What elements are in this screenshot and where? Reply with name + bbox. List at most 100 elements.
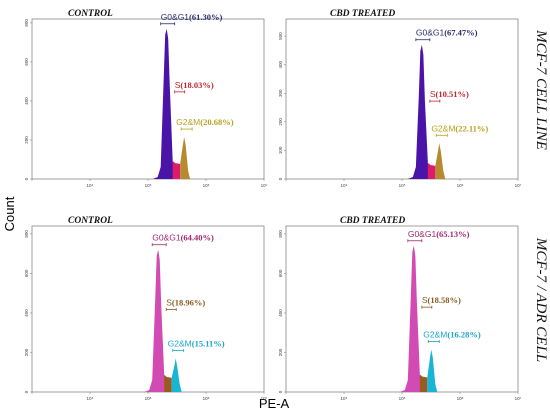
y-tick-label: 0: [24, 177, 29, 180]
y-tick-label: 800: [24, 19, 29, 27]
x-tick-label: 10⁴: [341, 396, 348, 401]
gate-s: S(18.03%): [174, 80, 214, 94]
gate-g0g1: G0&G1(67.47%): [415, 28, 478, 42]
gate-label-s: S(18.03%): [175, 80, 214, 90]
phase-value-g2m: (16.28%): [447, 330, 480, 340]
gate-s: S(18.58%): [421, 295, 461, 309]
y-tick-label: 400: [24, 97, 29, 105]
x-tick-label: 10⁷: [261, 183, 268, 188]
x-ticks: 10⁴ 10⁵ 10⁶ 10⁷: [31, 392, 268, 401]
s-phase-area: [419, 374, 428, 392]
panel-title: CBD TREATED: [340, 216, 405, 226]
plot-frame: [285, 18, 519, 180]
y-tick-label: 0: [24, 390, 29, 393]
x-tick-label: 10⁴: [87, 396, 94, 401]
gate-label-g0g1: G0&G1(61.30%): [161, 12, 223, 22]
y-tick-label: 500: [278, 32, 283, 40]
gate-label-g2m: G2&M(22.11%): [431, 123, 488, 133]
phase-name-g2m: G2&M: [168, 338, 192, 348]
y-ticks: 0 200 400 600 800: [24, 19, 32, 180]
phase-name-s: S: [175, 80, 181, 90]
phase-name-s: S: [430, 89, 436, 99]
phase-value-g0g1: (65.13%): [436, 229, 469, 239]
g2m-peak: [171, 358, 182, 392]
g0g1-peak: [152, 28, 175, 179]
phase-value-s: (10.51%): [436, 89, 469, 99]
y-axis-label: Count: [2, 196, 17, 231]
phase-value-s: (18.96%): [172, 297, 205, 307]
y-tick-label: 200: [24, 348, 29, 356]
y-tick-label: 0: [278, 177, 283, 180]
phase-value-g2m: (22.11%): [455, 123, 488, 133]
y-ticks: 0 200 400 600 800: [24, 230, 32, 393]
panel-title: CONTROL: [68, 9, 113, 19]
panel-mcf7-adr-control: 0 200 400 600 800 10⁴ 10⁵ 10⁶ 10⁷ CONTROL G0&G1…: [24, 216, 268, 401]
phase-name-s: S: [166, 297, 172, 307]
phase-name-g0g1: G0&G1: [152, 233, 181, 243]
gate-g0g1: G0&G1(61.30%): [160, 12, 223, 26]
row-label-mcf7-adr: MCF-7 / ADR CELL: [533, 237, 549, 362]
plot-frame: [285, 225, 519, 393]
gate-label-g2m: G2&M(20.68%): [176, 117, 234, 127]
s-phase-area: [164, 374, 172, 392]
gate-label-g2m: G2&M(15.11%): [168, 338, 225, 348]
phase-value-g2m: (20.68%): [200, 117, 233, 127]
phase-name-g0g1: G0&G1: [416, 28, 445, 38]
x-tick-label: 10⁴: [87, 183, 94, 188]
x-tick-label: 10⁶: [203, 396, 210, 401]
gate-label-s: S(18.58%): [422, 295, 461, 305]
gate-g0g1: G0&G1(65.13%): [407, 229, 470, 243]
y-tick-label: 400: [24, 309, 29, 317]
x-tick-label: 10⁵: [145, 396, 152, 401]
gate-g2m: G2&M(16.28%): [423, 330, 481, 344]
gate-label-g0g1: G0&G1(64.40%): [152, 233, 214, 243]
phase-name-s: S: [422, 295, 428, 305]
x-tick-label: 10⁴: [341, 183, 348, 188]
phase-name-g0g1: G0&G1: [161, 12, 190, 22]
x-tick-label: 10⁶: [203, 183, 210, 188]
row-label-mcf7: MCF-7 CELL LINE: [533, 29, 549, 150]
x-tick-label: 10⁵: [145, 183, 152, 188]
phase-name-g2m: G2&M: [423, 330, 447, 340]
x-ticks: 10⁴ 10⁵ 10⁶ 10⁷: [31, 179, 268, 188]
phase-name-g0g1: G0&G1: [408, 229, 437, 239]
panel-mcf7-adr-cbd-treated: 0 200 400 600 800 10⁴ 10⁵ 10⁶ 10⁷ CBD TREATED G…: [278, 216, 522, 401]
gate-s: S(18.96%): [165, 297, 205, 311]
plot-frame: [31, 225, 265, 393]
y-tick-label: 400: [278, 309, 283, 317]
y-tick-label: 800: [24, 230, 29, 238]
y-tick-label: 600: [278, 269, 283, 277]
y-tick-label: 600: [24, 58, 29, 66]
s-phase-area: [172, 160, 181, 179]
phase-value-s: (18.58%): [428, 295, 461, 305]
g0g1-peak: [144, 249, 167, 392]
x-tick-label: 10⁷: [515, 396, 522, 401]
x-tick-label: 10⁷: [515, 183, 522, 188]
phase-value-s: (18.03%): [180, 80, 213, 90]
y-ticks: 0 100 200 300 400 500: [278, 32, 286, 180]
y-tick-label: 200: [24, 136, 29, 144]
gate-g2m: G2&M(20.68%): [176, 117, 234, 131]
g2m-peak: [180, 137, 191, 179]
panel-title: CONTROL: [68, 216, 113, 226]
x-ticks: 10⁴ 10⁵ 10⁶ 10⁷: [285, 179, 522, 188]
phase-name-g2m: G2&M: [176, 117, 200, 127]
x-axis-label: PE-A: [259, 396, 290, 411]
x-tick-label: 10⁵: [399, 396, 406, 401]
y-ticks: 0 200 400 600 800: [278, 230, 286, 393]
x-tick-label: 10⁷: [261, 396, 268, 401]
y-tick-label: 300: [278, 89, 283, 97]
y-tick-label: 200: [278, 348, 283, 356]
gate-label-s: S(18.96%): [166, 297, 205, 307]
y-tick-label: 100: [278, 146, 283, 154]
gate-g0g1: G0&G1(64.40%): [151, 233, 214, 247]
gate-s: S(10.51%): [429, 89, 469, 103]
g2m-peak: [427, 349, 438, 392]
y-tick-label: 600: [24, 269, 29, 277]
y-tick-label: 0: [278, 390, 283, 393]
gate-label-g0g1: G0&G1(65.13%): [408, 229, 470, 239]
y-tick-label: 400: [278, 60, 283, 68]
g2m-peak: [435, 143, 446, 179]
y-tick-label: 200: [278, 118, 283, 126]
